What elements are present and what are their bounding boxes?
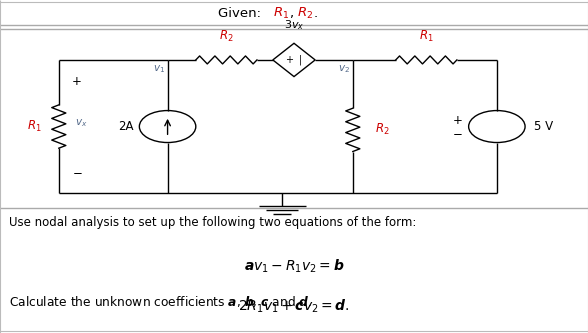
Text: $\mathit{R}_2$: $\mathit{R}_2$ [297,6,313,21]
Text: $v_x$: $v_x$ [75,117,88,129]
Text: +: + [72,75,82,88]
Text: |: | [298,55,302,65]
Text: $3v_x$: $3v_x$ [284,18,304,32]
Text: +: + [453,114,463,127]
Text: Given:: Given: [218,7,265,20]
Text: $R_2$: $R_2$ [219,29,233,44]
Text: $-$: $-$ [72,165,82,178]
Text: Calculate the unknown coefficients $\boldsymbol{a}$, $\boldsymbol{b}$, $\boldsym: Calculate the unknown coefficients $\bol… [9,294,312,309]
Text: 2A: 2A [118,120,133,133]
Text: $\boldsymbol{a}v_1 - R_1v_2 = \boldsymbol{b}$: $\boldsymbol{a}v_1 - R_1v_2 = \boldsymbo… [243,258,345,275]
Text: $v_1$: $v_1$ [152,63,165,75]
Text: $R_1$: $R_1$ [27,119,41,134]
Text: ,: , [290,7,299,20]
Text: Use nodal analysis to set up the following two equations of the form:: Use nodal analysis to set up the followi… [9,216,416,229]
Text: Given: $\mathit{R}_1$, $\mathit{R}_2$.: Given: $\mathit{R}_1$, $\mathit{R}_2$. [0,332,1,333]
Text: $v_2$: $v_2$ [338,63,350,75]
Text: .: . [314,7,318,20]
Text: Given:: Given: [0,332,1,333]
Text: +: + [285,55,293,65]
Text: $\mathit{R}_1$: $\mathit{R}_1$ [273,6,290,21]
Text: $-$: $-$ [452,126,463,139]
Text: 5 V: 5 V [534,120,553,133]
Text: $2R_1v_1 + \boldsymbol{c}v_2 = \boldsymbol{d}.$: $2R_1v_1 + \boldsymbol{c}v_2 = \boldsymb… [238,298,350,315]
Text: $R_2$: $R_2$ [375,122,390,138]
Text: $R_1$: $R_1$ [419,29,433,44]
